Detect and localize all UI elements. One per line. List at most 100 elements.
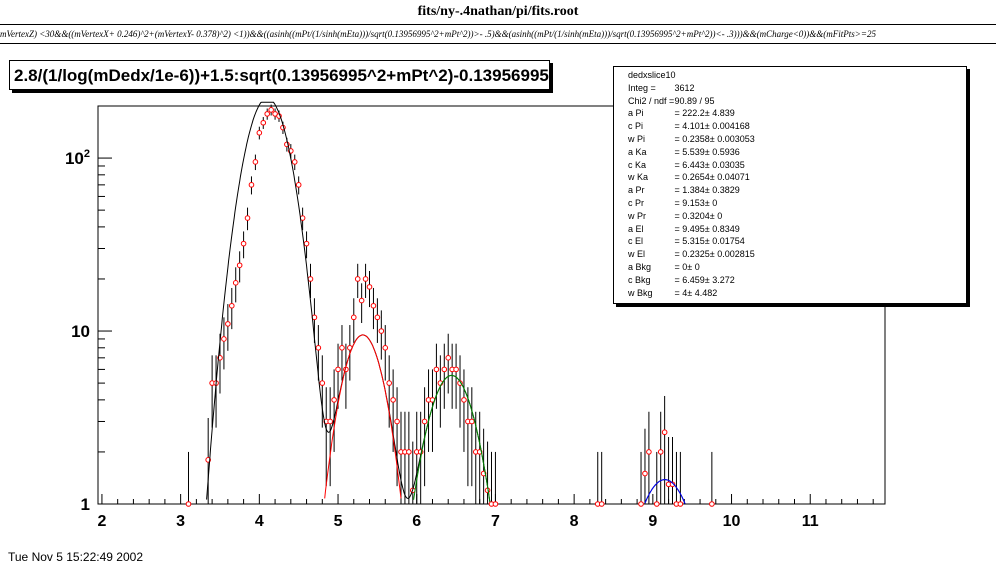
stats-row: w Pr = 0.3204± 0 — [614, 210, 966, 223]
data-point — [362, 276, 369, 282]
data-point — [225, 321, 231, 327]
data-points — [185, 107, 715, 507]
data-point — [331, 397, 337, 403]
stats-row-label: w El — [628, 249, 646, 260]
x-axis: 2 3 4 5 6 7 8 9 10 11 — [97, 494, 874, 530]
data-point — [256, 129, 263, 136]
data-point — [677, 501, 684, 507]
data-point — [433, 366, 440, 373]
stats-row-label: w Pr — [628, 210, 646, 221]
data-point — [445, 355, 452, 361]
data-point — [492, 501, 499, 507]
stats-row-value: = 0.2358± 0.003053 — [672, 133, 755, 144]
data-point — [303, 240, 310, 247]
y-tick-label: 1 — [81, 495, 90, 514]
x-tick-label: 2 — [97, 513, 106, 530]
data-point — [291, 159, 298, 165]
stats-row-label: a Bkg — [628, 261, 652, 272]
x-tick-label: 10 — [723, 513, 741, 530]
x-tick-label: 11 — [802, 513, 819, 530]
stats-row-value: = 4.101± 0.004168 — [672, 121, 750, 132]
stats-row: w Ka = 0.2654± 0.04071 — [614, 171, 966, 184]
data-point — [248, 182, 255, 188]
stats-row: Chi2 / ndf = 90.89 / 95 — [614, 95, 966, 108]
window-title: fits/ny-.4nathan/pi/fits.root — [417, 4, 579, 19]
stats-row-value: = 0.2325± 0.002815 — [672, 249, 755, 260]
fit-curve — [644, 479, 686, 504]
stats-box: dedxslice10 Integ = 3612 Chi2 / ndf = 90.… — [613, 66, 967, 304]
data-point — [669, 481, 676, 488]
data-point — [661, 429, 668, 436]
data-point — [350, 314, 357, 321]
data-point — [421, 418, 428, 425]
data-point — [370, 302, 377, 309]
stats-row-value: = 0.3204± 0 — [672, 210, 723, 221]
data-point — [386, 380, 392, 386]
x-tick-label: 6 — [412, 513, 421, 530]
stats-row-label: w Ka — [628, 172, 649, 183]
stats-row-value: = 5.539± 0.5936 — [672, 146, 740, 157]
stats-row-value: 3612 — [672, 82, 695, 93]
y-tick-label-base: 10 — [65, 149, 84, 168]
x-tick-label: 4 — [255, 513, 264, 530]
data-point — [382, 344, 389, 351]
data-point — [390, 397, 396, 403]
stats-row: a El = 9.495± 0.8349 — [614, 223, 966, 236]
stats-row: c Pr = 9.153± 0 — [614, 197, 966, 210]
stats-row-label: a Ka — [628, 146, 647, 157]
stats-row-label: Integ = — [628, 82, 656, 93]
stats-name: dedxslice10 — [628, 70, 676, 80]
stats-row-value: = 0.2654± 0.04071 — [672, 172, 750, 183]
stats-row-value: = 6.459± 3.272 — [672, 274, 735, 285]
data-point — [244, 215, 251, 221]
data-point — [374, 314, 381, 321]
stats-row-label: a El — [628, 223, 644, 234]
fit-curve — [413, 374, 491, 502]
stats-row-value: = 4± 4.482 — [672, 287, 718, 298]
data-point — [335, 366, 341, 373]
stats-row-label: w Bkg — [628, 287, 653, 298]
x-tick-label: 7 — [491, 513, 500, 530]
data-point — [339, 344, 345, 351]
data-point — [268, 107, 274, 113]
timestamp: Tue Nov 5 15:22:49 2002 — [8, 550, 143, 564]
stats-row-value: = 9.153± 0 — [672, 197, 718, 208]
stats-row-label: c Pr — [628, 197, 645, 208]
stats-row: a Pi = 222.2± 4.839 — [614, 107, 966, 120]
stats-row: Integ = 3612 — [614, 82, 966, 95]
data-point — [185, 501, 192, 507]
stats-row-value: = 222.2± 4.839 — [672, 108, 735, 119]
stats-row: a Pr = 1.384± 0.3829 — [614, 184, 966, 197]
x-tick-label: 3 — [176, 513, 185, 530]
data-point — [653, 501, 660, 507]
data-point — [236, 262, 243, 269]
data-point — [709, 501, 715, 507]
data-point — [598, 501, 605, 507]
data-point — [240, 240, 247, 247]
stats-rows: Integ = 3612 Chi2 / ndf = 90.89 / 95 a Pi … — [614, 82, 966, 300]
data-point — [378, 328, 385, 334]
data-point — [315, 344, 322, 351]
data-point — [441, 366, 448, 373]
data-point — [366, 284, 373, 290]
stats-row-value: = 5.315± 0.01754 — [672, 236, 745, 247]
data-point — [264, 111, 271, 117]
stats-row-label: c Pi — [628, 121, 644, 132]
fit-curve — [324, 334, 402, 499]
stats-row-label: c Ka — [628, 159, 647, 170]
stats-row-value: = 0± 0 — [672, 261, 700, 272]
cut-expression-bar: mVertexZ) <30&&((mVertexX+ 0.246)^2+(mVe… — [0, 24, 996, 44]
y-tick-label: 10 — [71, 322, 90, 341]
stats-row: w El = 0.2325± 0.002815 — [614, 248, 966, 261]
stats-row: c Bkg = 6.459± 3.272 — [614, 274, 966, 287]
stats-row-label: c Bkg — [628, 274, 651, 285]
stats-row: a Bkg = 0± 0 — [614, 261, 966, 274]
data-point — [453, 366, 459, 373]
fit-curves — [206, 101, 686, 504]
stats-row: a Ka = 5.539± 0.5936 — [614, 146, 966, 159]
data-point — [657, 449, 664, 455]
data-point — [394, 418, 400, 425]
data-point — [327, 418, 333, 425]
stats-row-value: = 9.495± 0.8349 — [672, 223, 740, 234]
